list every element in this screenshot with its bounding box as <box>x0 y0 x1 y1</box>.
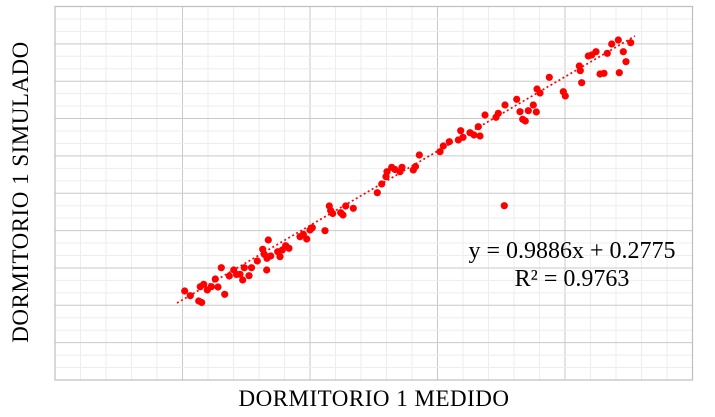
data-point <box>439 142 447 150</box>
data-point <box>321 227 329 235</box>
x-axis-title: DORMITORIO 1 MEDIDO <box>238 386 510 411</box>
data-point <box>476 132 484 140</box>
y-axis-title: DORMITORIO 1 SIMULADO <box>8 41 33 343</box>
data-point <box>513 95 521 103</box>
trendline <box>176 35 636 304</box>
data-point <box>217 264 225 272</box>
data-point <box>411 162 420 171</box>
data-point <box>225 272 233 280</box>
data-point <box>383 168 391 176</box>
data-point <box>276 253 284 261</box>
data-point <box>181 287 189 295</box>
data-point <box>592 48 600 56</box>
data-point <box>500 202 508 210</box>
data-point <box>207 283 215 291</box>
data-point <box>236 270 244 278</box>
data-point <box>245 272 253 280</box>
data-point <box>221 290 229 298</box>
data-point <box>457 127 465 135</box>
data-point <box>342 202 350 210</box>
data-point <box>211 275 219 283</box>
data-point <box>240 264 248 272</box>
data-point <box>247 264 256 272</box>
data-point <box>494 109 502 117</box>
data-point <box>615 69 623 77</box>
data-point <box>436 148 444 156</box>
data-point <box>536 89 544 97</box>
data-point <box>415 151 423 159</box>
data-point <box>614 36 622 44</box>
data-point <box>339 211 347 219</box>
data-point <box>398 163 406 171</box>
data-point <box>267 252 275 260</box>
data-point <box>349 204 357 212</box>
data-point <box>578 79 586 87</box>
data-point <box>459 133 467 141</box>
data-point <box>198 298 206 307</box>
data-point <box>524 107 532 115</box>
data-point <box>285 244 293 252</box>
data-point <box>481 111 489 119</box>
data-point <box>308 224 316 232</box>
data-point <box>329 209 337 218</box>
data-point <box>200 280 208 288</box>
data-point <box>373 189 381 197</box>
data-point <box>545 73 553 81</box>
data-point <box>608 40 616 48</box>
data-point <box>303 235 311 243</box>
data-point <box>532 108 540 116</box>
trendline-r2: R² = 0.9763 <box>514 266 630 292</box>
data-point <box>253 257 261 265</box>
data-point <box>501 101 509 109</box>
data-point <box>214 283 222 291</box>
data-point <box>521 117 529 125</box>
data-point <box>263 266 271 274</box>
data-point <box>627 39 635 47</box>
data-point <box>378 180 386 188</box>
data-point <box>619 48 627 56</box>
data-point <box>561 92 569 100</box>
data-point <box>600 69 608 77</box>
data-point <box>576 67 584 75</box>
plot-border <box>54 5 694 381</box>
trendline-annotation: y = 0.9886x + 0.2775 R² = 0.9763 <box>448 237 696 293</box>
data-point <box>529 101 537 109</box>
data-point <box>516 108 524 116</box>
data-point <box>239 276 247 284</box>
data-point <box>445 138 453 146</box>
data-point <box>474 123 482 131</box>
data-point <box>603 49 611 57</box>
data-point <box>470 131 478 139</box>
trendline-equation: y = 0.9886x + 0.2775 <box>468 238 676 264</box>
data-point <box>264 236 272 244</box>
data-point <box>622 58 630 66</box>
data-point <box>186 292 194 300</box>
